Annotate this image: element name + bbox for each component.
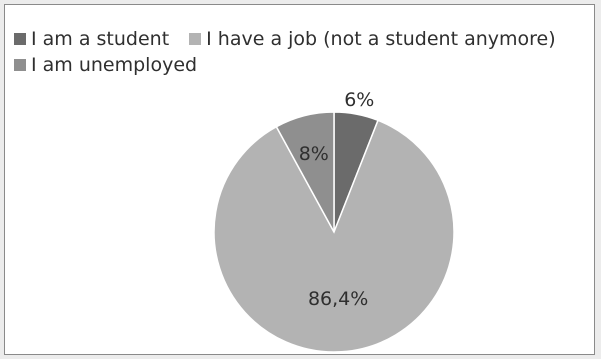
slice-job (213, 119, 455, 353)
legend-swatch-job (189, 33, 202, 45)
legend-row-2: I am unemployed (14, 52, 594, 78)
legend-swatch-student (14, 33, 26, 45)
legend-label-job: I have a job (not a student anymore) (206, 28, 556, 50)
legend: I am a student I have a job (not a stude… (14, 26, 594, 78)
legend-label-unemployed: I am unemployed (31, 54, 198, 76)
slice-unemployed (275, 111, 335, 233)
data-label-unemployed: 8% (299, 143, 329, 165)
legend-item-job: I have a job (not a student anymore) (189, 26, 556, 52)
legend-item-unemployed: I am unemployed (14, 52, 197, 78)
legend-item-student: I am a student (14, 26, 169, 52)
legend-swatch-unemployed (14, 59, 26, 71)
legend-row-1: I am a student I have a job (not a stude… (14, 26, 594, 52)
data-label-student: 6% (344, 89, 374, 111)
legend-label-student: I am a student (31, 28, 170, 50)
data-label-job: 86,4% (308, 288, 368, 310)
